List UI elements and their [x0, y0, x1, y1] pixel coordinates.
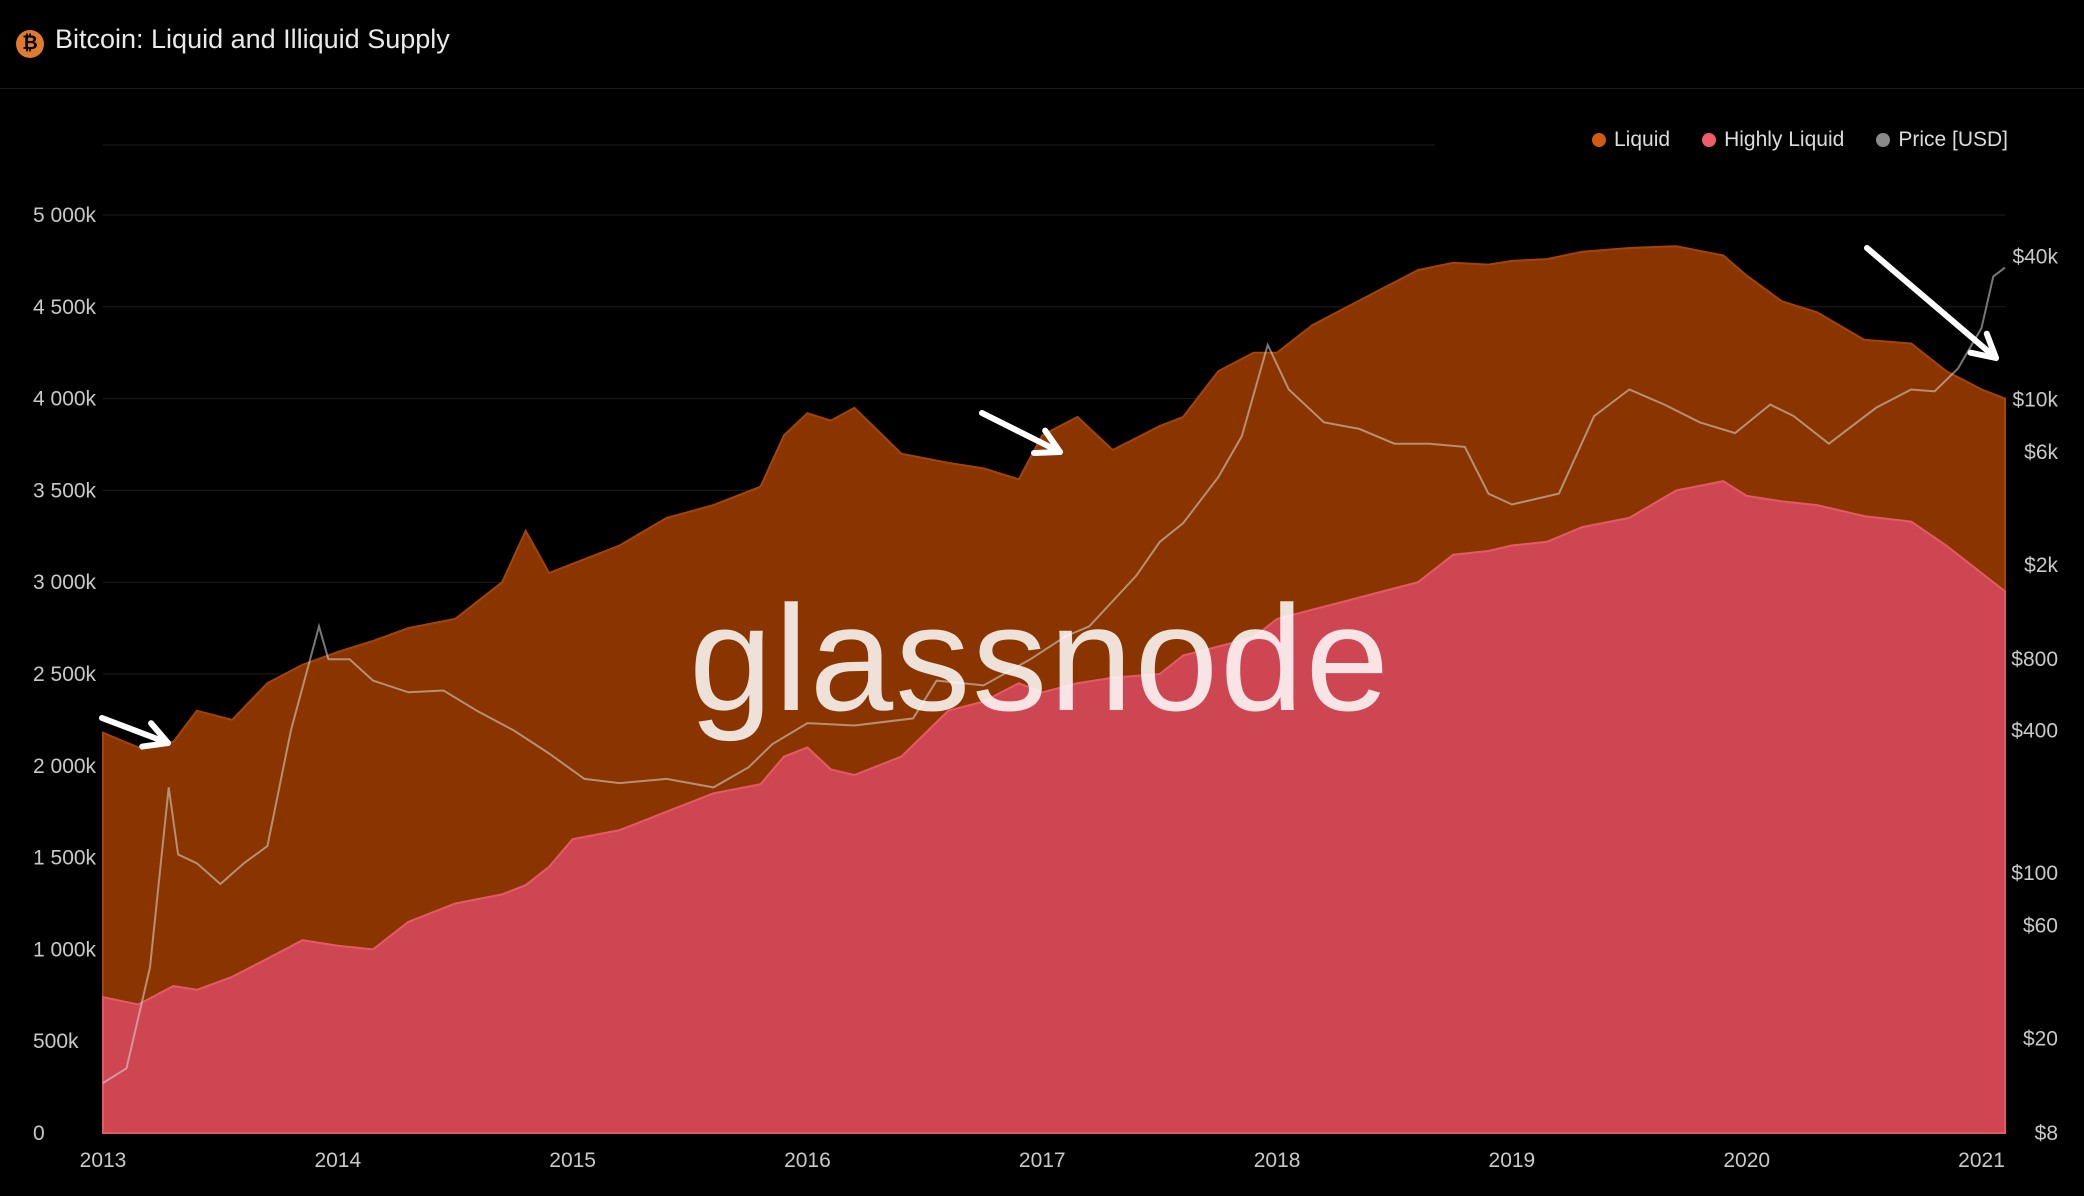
y-left-tick-label: 2 500k [33, 663, 97, 686]
x-tick-label: 2013 [80, 1149, 127, 1172]
chart-legend: Liquid Highly Liquid Price [USD] [1592, 128, 2008, 152]
annotation-arrow [979, 410, 1063, 456]
legend-item-highly-liquid[interactable]: Highly Liquid [1702, 128, 1844, 152]
chart-title: Bitcoin: Liquid and Illiquid Supply [55, 24, 450, 54]
x-tick-label: 2017 [1019, 1149, 1066, 1172]
y-left-tick-label: 4 000k [33, 388, 97, 411]
annotation-arrows [99, 245, 1999, 750]
y-left-tick-label: 3 000k [33, 571, 97, 594]
y-right-tick-label: $400 [2011, 720, 2058, 743]
y-left-tick-label: 3 500k [33, 479, 97, 502]
annotation-arrow [99, 715, 171, 750]
y-left-tick-label: 1 000k [33, 938, 97, 961]
x-tick-label: 2021 [1958, 1149, 2005, 1172]
legend-dot-price [1876, 133, 1891, 147]
y-right-tick-label: $40k [2012, 246, 2058, 269]
x-tick-label: 2014 [314, 1149, 361, 1172]
y-left-tick-label: 5 000k [33, 204, 97, 227]
y-right-tick-label: $8 [2035, 1122, 2058, 1145]
y-left-tick-label: 1 500k [33, 847, 97, 870]
legend-label-highly-liquid: Highly Liquid [1724, 128, 1845, 151]
legend-item-price[interactable]: Price [USD] [1876, 128, 2008, 152]
y-right-tick-label: $20 [2023, 1028, 2058, 1051]
arrow-shaft [979, 410, 1063, 455]
y-right-tick-label: $800 [2011, 648, 2058, 671]
legend-item-liquid[interactable]: Liquid [1592, 128, 1670, 152]
y-left-tick-label: 4 500k [33, 296, 97, 319]
right-axis: $8 $20 $60 $100 $400 $800 $2k $6k $10k $40k [2011, 246, 2058, 1145]
area-series [102, 245, 2006, 1134]
legend-label-liquid: Liquid [1614, 128, 1671, 151]
x-tick-label: 2020 [1723, 1149, 1770, 1172]
legend-dot-highly-liquid [1702, 133, 1717, 147]
arrow-head [139, 720, 171, 750]
arrow-shaft [1864, 245, 1999, 361]
legend-label-price: Price [USD] [1898, 128, 2008, 151]
price-line [102, 266, 2006, 1084]
x-tick-label: 2018 [1254, 1149, 1301, 1172]
price-series [102, 266, 2006, 1084]
y-right-tick-label: $60 [2023, 915, 2058, 938]
glassnode-watermark: glassnode [689, 574, 1391, 742]
arrow-head [1031, 427, 1063, 456]
x-tick-label: 2016 [784, 1149, 831, 1172]
annotation-arrow [1864, 245, 1999, 361]
y-left-tick-label: 500k [33, 1030, 79, 1053]
arrow-head [1967, 330, 1999, 361]
x-tick-label: 2019 [1489, 1149, 1536, 1172]
x-tick-label: 2015 [549, 1149, 596, 1172]
legend-dot-liquid [1592, 133, 1606, 147]
highly-liquid-area [102, 480, 2006, 1134]
arrow-shaft [99, 715, 171, 746]
y-right-tick-label: $100 [2011, 862, 2058, 885]
x-axis: 2013 2014 2015 2016 2017 2018 2019 2020 2021 [80, 1149, 2005, 1172]
left-axis: 0 500k 1 000k 1 500k 2 000k 2 500k 3 000k 3 500… [33, 204, 97, 1145]
y-left-tick-label: 2 000k [33, 755, 97, 778]
y-right-tick-label: $10k [2012, 388, 2058, 411]
bitcoin-icon: ₿ [16, 30, 44, 58]
y-left-tick-label: 0 [33, 1122, 45, 1145]
y-right-tick-label: $2k [2024, 554, 2058, 577]
y-right-tick-label: $6k [2024, 441, 2058, 464]
chart-header: ₿ Bitcoin: Liquid and Illiquid Supply [0, 0, 2084, 89]
